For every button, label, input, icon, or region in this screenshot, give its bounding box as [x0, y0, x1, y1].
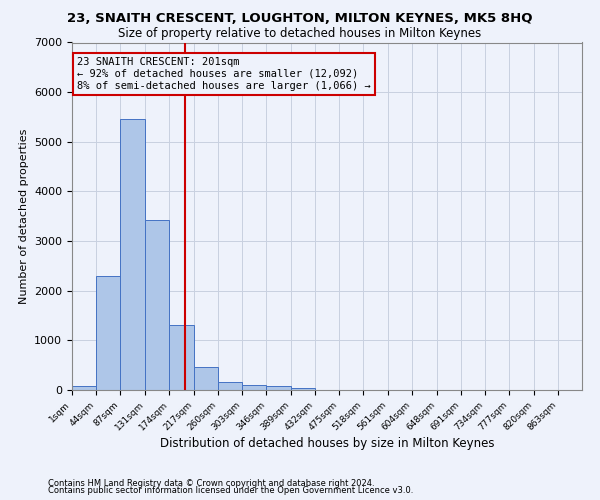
Text: 23, SNAITH CRESCENT, LOUGHTON, MILTON KEYNES, MK5 8HQ: 23, SNAITH CRESCENT, LOUGHTON, MILTON KE…	[67, 12, 533, 26]
Bar	[290, 388, 315, 390]
Bar	[242, 384, 266, 390]
Bar	[72, 386, 96, 390]
Bar	[169, 325, 194, 390]
Bar	[145, 220, 169, 390]
X-axis label: Distribution of detached houses by size in Milton Keynes: Distribution of detached houses by size …	[160, 438, 494, 450]
Text: Contains HM Land Registry data © Crown copyright and database right 2024.: Contains HM Land Registry data © Crown c…	[48, 478, 374, 488]
Bar	[96, 276, 121, 390]
Text: Size of property relative to detached houses in Milton Keynes: Size of property relative to detached ho…	[118, 28, 482, 40]
Bar	[121, 119, 145, 390]
Bar	[194, 367, 218, 390]
Bar	[218, 382, 242, 390]
Text: 23 SNAITH CRESCENT: 201sqm
← 92% of detached houses are smaller (12,092)
8% of s: 23 SNAITH CRESCENT: 201sqm ← 92% of deta…	[77, 58, 371, 90]
Y-axis label: Number of detached properties: Number of detached properties	[19, 128, 29, 304]
Bar	[266, 386, 290, 390]
Text: Contains public sector information licensed under the Open Government Licence v3: Contains public sector information licen…	[48, 486, 413, 495]
